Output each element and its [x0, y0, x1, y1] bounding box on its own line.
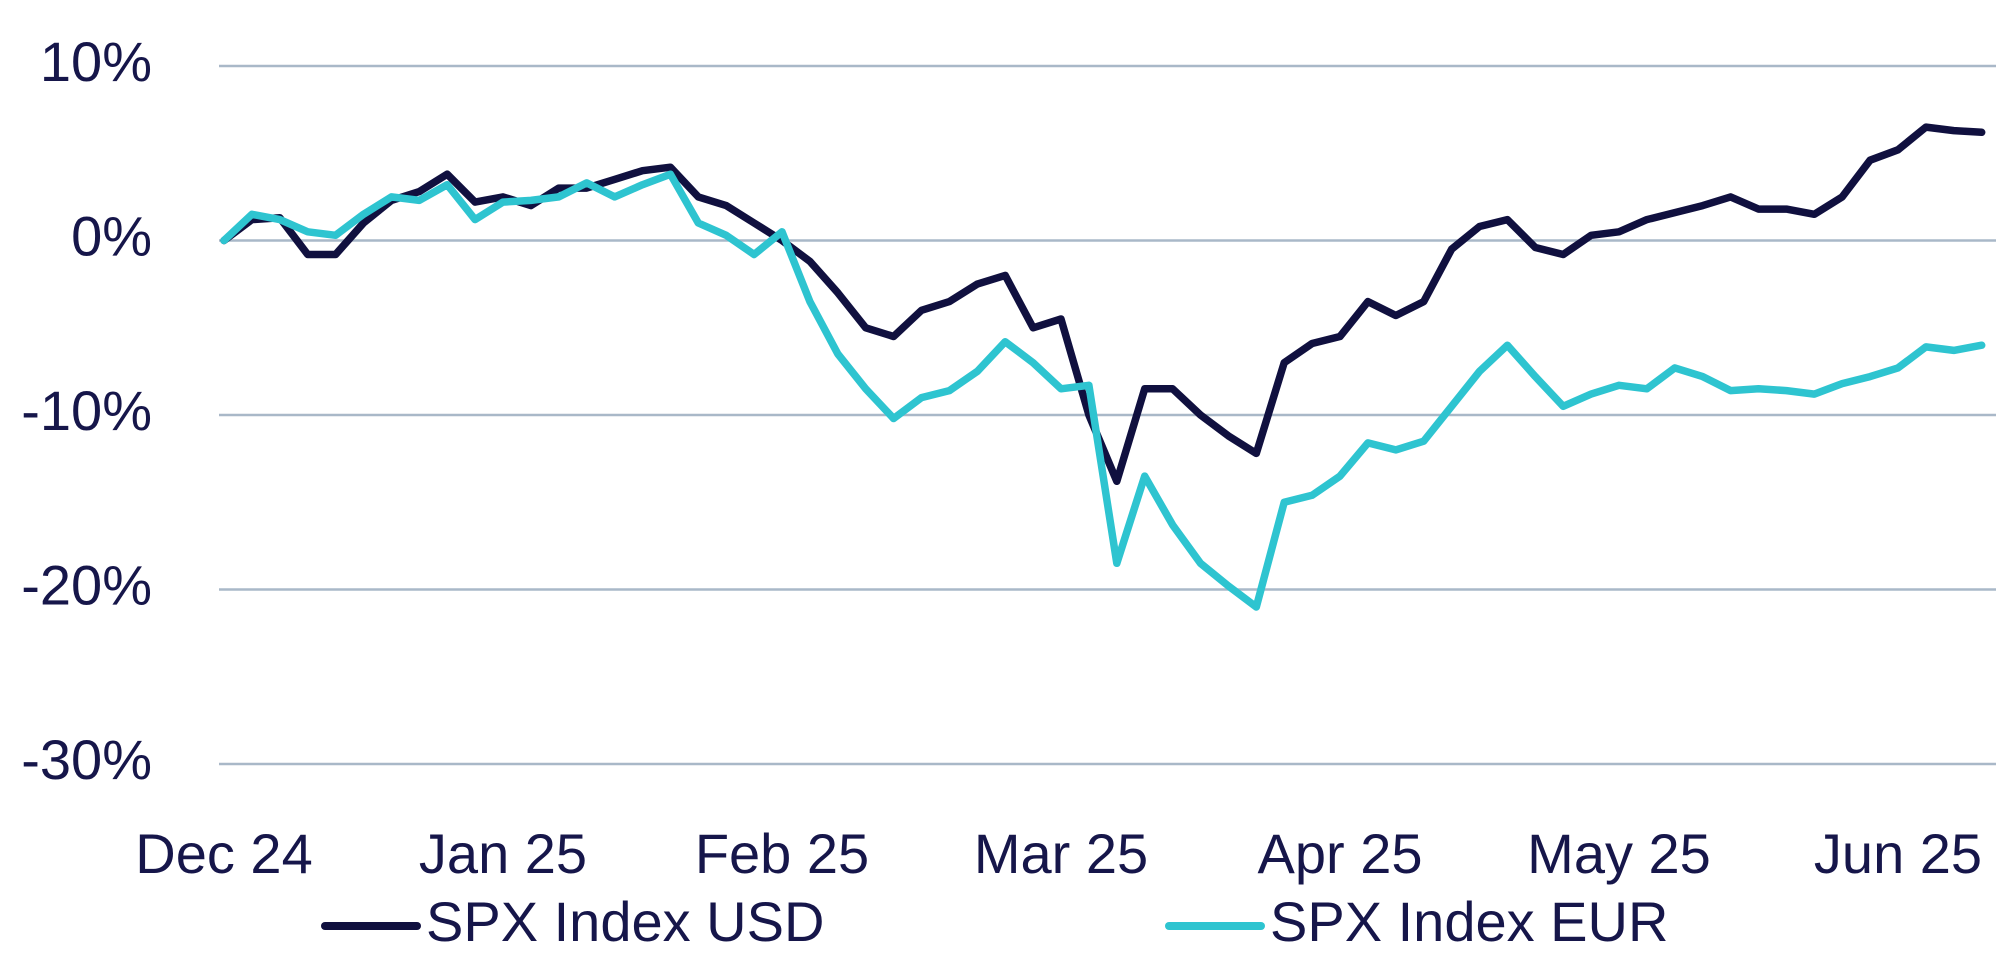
y-tick-label: -10%	[21, 379, 152, 442]
x-tick-label: Jun 25	[1814, 822, 1982, 885]
y-tick-label: -30%	[21, 728, 152, 791]
x-tick-label: Apr 25	[1258, 822, 1423, 885]
x-tick-label: May 25	[1527, 822, 1711, 885]
x-tick-label: Feb 25	[695, 822, 869, 885]
legend-label: SPX Index USD	[426, 890, 824, 953]
x-tick-label: Jan 25	[419, 822, 587, 885]
line-series	[220, 170, 1986, 611]
x-tick-label: Mar 25	[974, 822, 1148, 885]
y-tick-label: 0%	[71, 204, 152, 267]
y-tick-label: -20%	[21, 553, 152, 616]
y-tick-label: 10%	[40, 30, 152, 93]
x-tick-label: Dec 24	[135, 822, 312, 885]
line-series	[220, 123, 1986, 486]
legend-label: SPX Index EUR	[1270, 890, 1668, 953]
